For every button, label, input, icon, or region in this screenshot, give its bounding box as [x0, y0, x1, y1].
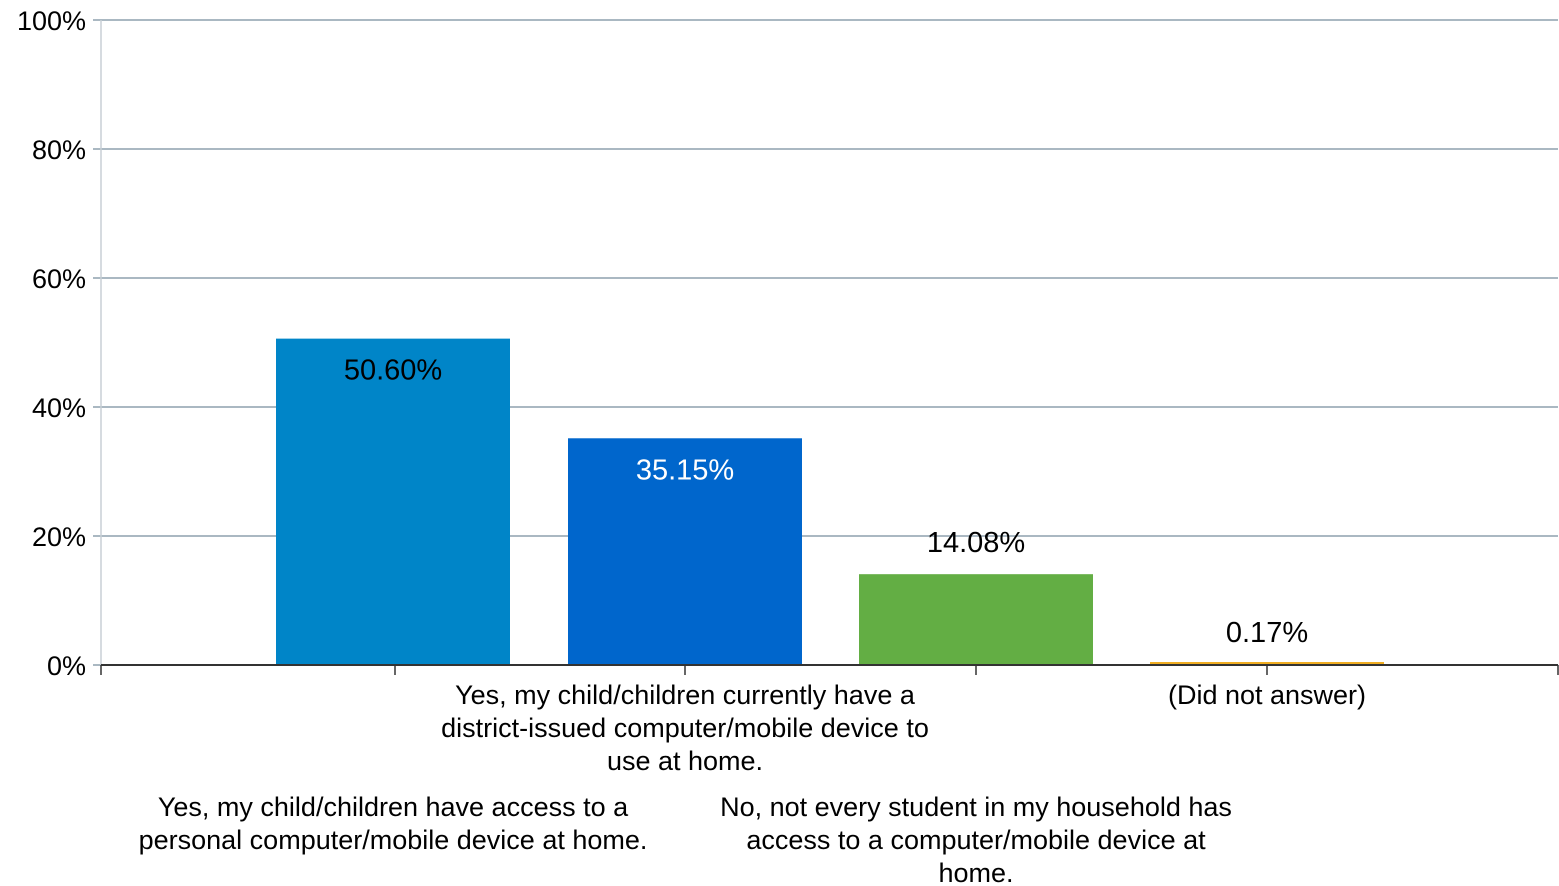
x-category-label-line: access to a computer/mobile device at [746, 825, 1206, 855]
bar [276, 338, 510, 665]
bar [1150, 662, 1384, 665]
y-tick-label: 20% [32, 522, 86, 552]
x-category-label-line: (Did not answer) [1168, 680, 1366, 710]
x-category-label-line: district-issued computer/mobile device t… [441, 713, 929, 743]
x-category-label-line: use at home. [607, 746, 763, 776]
y-axis-ticks: 0% 20% 40% 60% 80% 100% [17, 6, 101, 681]
data-label: 0.17% [1226, 617, 1308, 649]
data-label: 35.15% [636, 454, 734, 486]
data-label: 14.08% [927, 527, 1025, 559]
x-category-label: No, not every student in my household ha… [720, 792, 1232, 886]
y-tick-label: 0% [47, 651, 86, 681]
x-category-label-line: No, not every student in my household ha… [720, 792, 1232, 822]
x-category-label: (Did not answer) [1168, 680, 1366, 710]
y-tick-label: 100% [17, 6, 86, 36]
data-labels: 50.60% 35.15% 14.08% 0.17% [344, 355, 1308, 649]
bar [859, 574, 1093, 665]
bar [568, 438, 802, 665]
axes [100, 20, 1559, 675]
bars [276, 338, 1384, 665]
x-category-label-line: personal computer/mobile device at home. [139, 825, 648, 855]
y-tick-label: 80% [32, 135, 86, 165]
data-label: 50.60% [344, 355, 442, 387]
x-category-label-line: home. [938, 858, 1013, 886]
x-category-label-line: Yes, my child/children currently have a [455, 680, 916, 710]
x-category-label-line: Yes, my child/children have access to a [158, 792, 629, 822]
y-tick-label: 60% [32, 264, 86, 294]
y-tick-label: 40% [32, 393, 86, 423]
